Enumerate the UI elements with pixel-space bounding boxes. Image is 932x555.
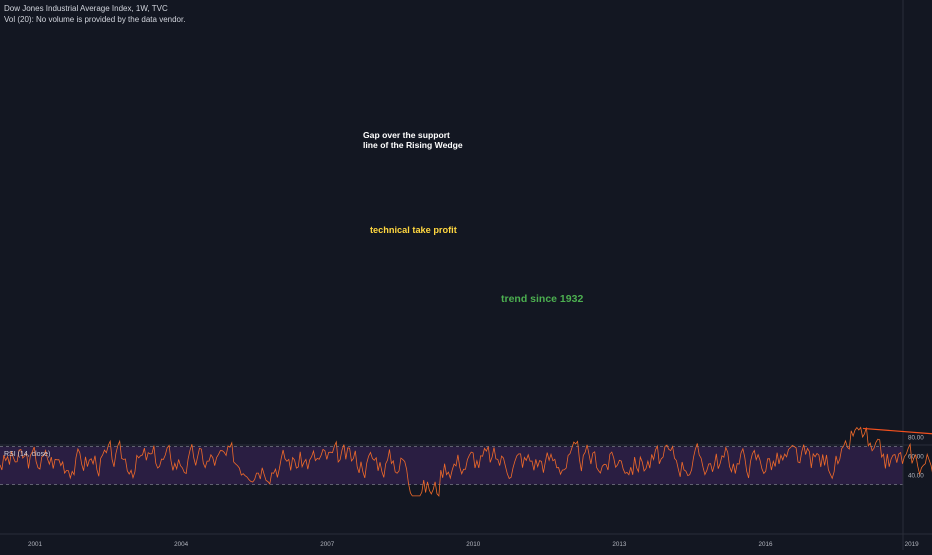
time-tick-label: 2004: [174, 541, 189, 548]
time-tick-label: 2013: [612, 541, 627, 548]
gap-annotation-line2: line of the Rising Wedge: [363, 140, 463, 150]
rsi-line: [0, 426, 932, 497]
symbol-title: Dow Jones Industrial Average Index, 1W, …: [4, 4, 168, 13]
time-tick-label: 2019: [905, 541, 920, 548]
gap-annotation-line1: Gap over the support: [363, 130, 450, 140]
take-profit-annotation: technical take profit: [370, 225, 457, 235]
time-tick-label: 2016: [758, 541, 773, 548]
rsi-tick-label: 40.00: [908, 473, 924, 480]
rsi-trend-line: [862, 427, 932, 435]
time-tick-label: 2001: [28, 541, 43, 548]
time-tick-label: 2007: [320, 541, 335, 548]
rsi-tick-label: 80.00: [908, 435, 924, 442]
trend-annotation: trend since 1932: [501, 293, 583, 305]
rsi-label: RSI (14, close): [4, 451, 51, 458]
time-tick-label: 2010: [466, 541, 481, 548]
volume-note: Vol (20): No volume is provided by the d…: [4, 15, 186, 24]
